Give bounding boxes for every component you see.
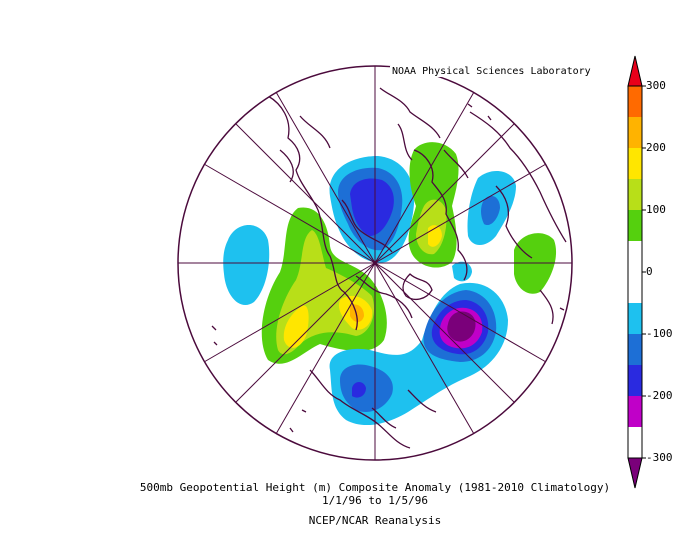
- anomaly-negative-atlantic-small: [352, 382, 366, 398]
- coast-europe: [413, 149, 469, 281]
- colorbar-tick-label: -200: [646, 389, 673, 402]
- coast-america-east: [309, 369, 437, 449]
- anomaly-negative-pacific: [223, 225, 270, 306]
- colorbar-band: [628, 365, 642, 396]
- anomaly-negative-arctic-core: [350, 178, 394, 236]
- colorbar: [627, 55, 646, 489]
- coast-eurasia: [267, 95, 358, 331]
- coast-arctic-islands: [341, 87, 441, 319]
- colorbar-band: [628, 396, 642, 427]
- credit-label: NOAA Physical Sciences Laboratory: [390, 66, 593, 77]
- colorbar-tick-label: 100: [646, 203, 666, 216]
- colorbar-top-arrow: [627, 55, 643, 87]
- colorbar-band: [628, 272, 642, 303]
- colorbar-tick-label: 200: [646, 141, 666, 154]
- colorbar-band: [628, 148, 642, 179]
- anomaly-negative-siberia-inner: [481, 195, 500, 226]
- colorbar-tick-label: -100: [646, 327, 673, 340]
- anomaly-positive-west-core: [283, 305, 309, 348]
- colorbar-tick-label: 300: [646, 79, 666, 92]
- colorbar-tick-label: -300: [646, 451, 673, 464]
- colorbar-band: [628, 86, 642, 117]
- colorbar-band: [628, 117, 642, 148]
- colorbar-band: [628, 303, 642, 334]
- coast-greenland: [402, 273, 433, 301]
- anomaly-field: [223, 142, 557, 426]
- anomaly-positive-west-peak: [350, 304, 364, 322]
- caption-dates: 1/1/96 to 1/5/96: [322, 494, 428, 507]
- colorbar-band: [628, 210, 642, 241]
- anomaly-negative-atlantic-2: [340, 364, 393, 413]
- colorbar-band: [628, 179, 642, 210]
- colorbar-tick-label: 0: [646, 265, 653, 278]
- anomaly-negative-atlantic-core: [447, 311, 476, 342]
- meridian-grid: [178, 66, 572, 460]
- caption-source: NCEP/NCAR Reanalysis: [308, 514, 442, 527]
- colorbar-band: [628, 241, 642, 272]
- colorbar-band: [628, 334, 642, 365]
- caption-title: 500mb Geopotential Height (m) Composite …: [139, 481, 611, 494]
- anomaly-negative-centralasia: [452, 261, 472, 282]
- coast-asia-east: [469, 111, 567, 325]
